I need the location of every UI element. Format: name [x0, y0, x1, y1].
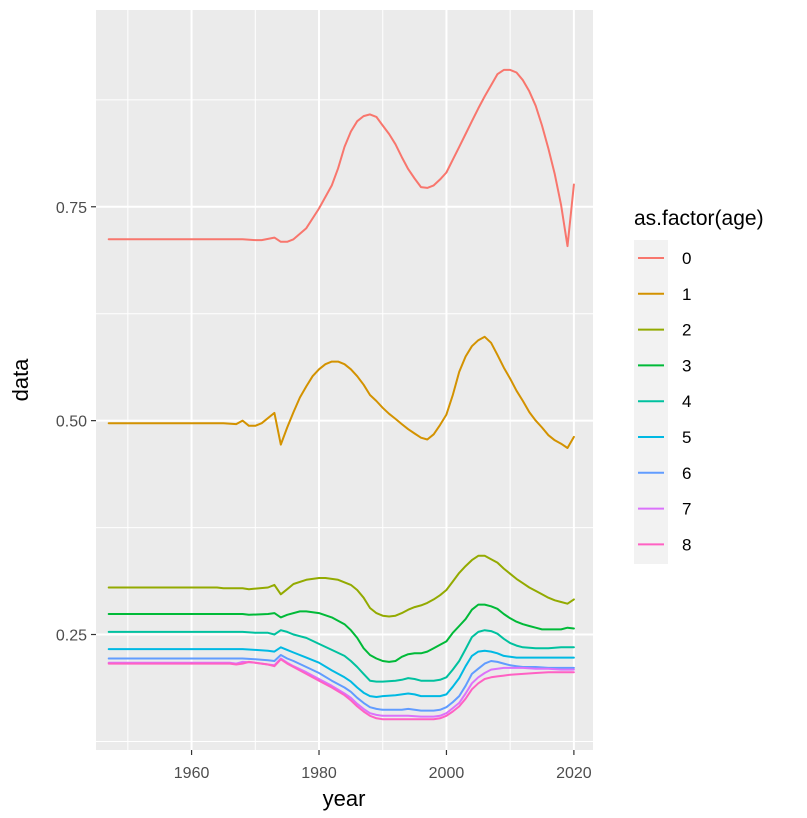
y-axis-title: data	[8, 358, 33, 402]
x-axis-title: year	[323, 786, 366, 811]
legend-label-age-5: 5	[682, 428, 691, 447]
series-line-age-3	[107, 603, 575, 663]
legend-label-age-7: 7	[682, 500, 691, 519]
minor-gridlines	[96, 10, 593, 750]
series-line-age-0	[107, 68, 575, 248]
series-line-age-8	[107, 658, 575, 721]
y-tick-label: 0.25	[56, 628, 87, 645]
y-tick-label: 0.50	[56, 414, 87, 431]
legend-label-age-3: 3	[682, 356, 691, 375]
series-line-age-2	[107, 554, 575, 618]
axis-ticks	[91, 206, 575, 755]
legend: as.factor(age) 0 1 2 3 4 5 6 7 8	[634, 207, 764, 564]
legend-label-age-4: 4	[682, 392, 691, 411]
major-gridlines	[96, 10, 593, 750]
legend-items: 0 1 2 3 4 5 6 7 8	[638, 249, 691, 554]
plot-panel	[96, 10, 593, 750]
series-line-age-1	[107, 335, 575, 449]
y-tick-labels: 0.25 0.50 0.75	[56, 200, 87, 645]
y-tick-label: 0.75	[56, 200, 87, 217]
legend-label-age-1: 1	[682, 285, 691, 304]
x-tick-labels: 1960 1980 2000 2020	[174, 765, 592, 782]
series-lines	[107, 68, 575, 721]
x-tick-label: 2000	[429, 765, 465, 782]
legend-label-age-0: 0	[682, 249, 691, 268]
legend-label-age-6: 6	[682, 464, 691, 483]
x-tick-label: 1980	[301, 765, 337, 782]
legend-label-age-2: 2	[682, 321, 691, 340]
x-tick-label: 1960	[174, 765, 210, 782]
legend-title: as.factor(age)	[634, 207, 764, 230]
legend-label-age-8: 8	[682, 535, 691, 554]
series-line-age-6	[107, 654, 575, 712]
series-line-age-5	[107, 646, 575, 698]
x-tick-label: 2020	[556, 765, 592, 782]
series-line-age-4	[107, 629, 575, 683]
